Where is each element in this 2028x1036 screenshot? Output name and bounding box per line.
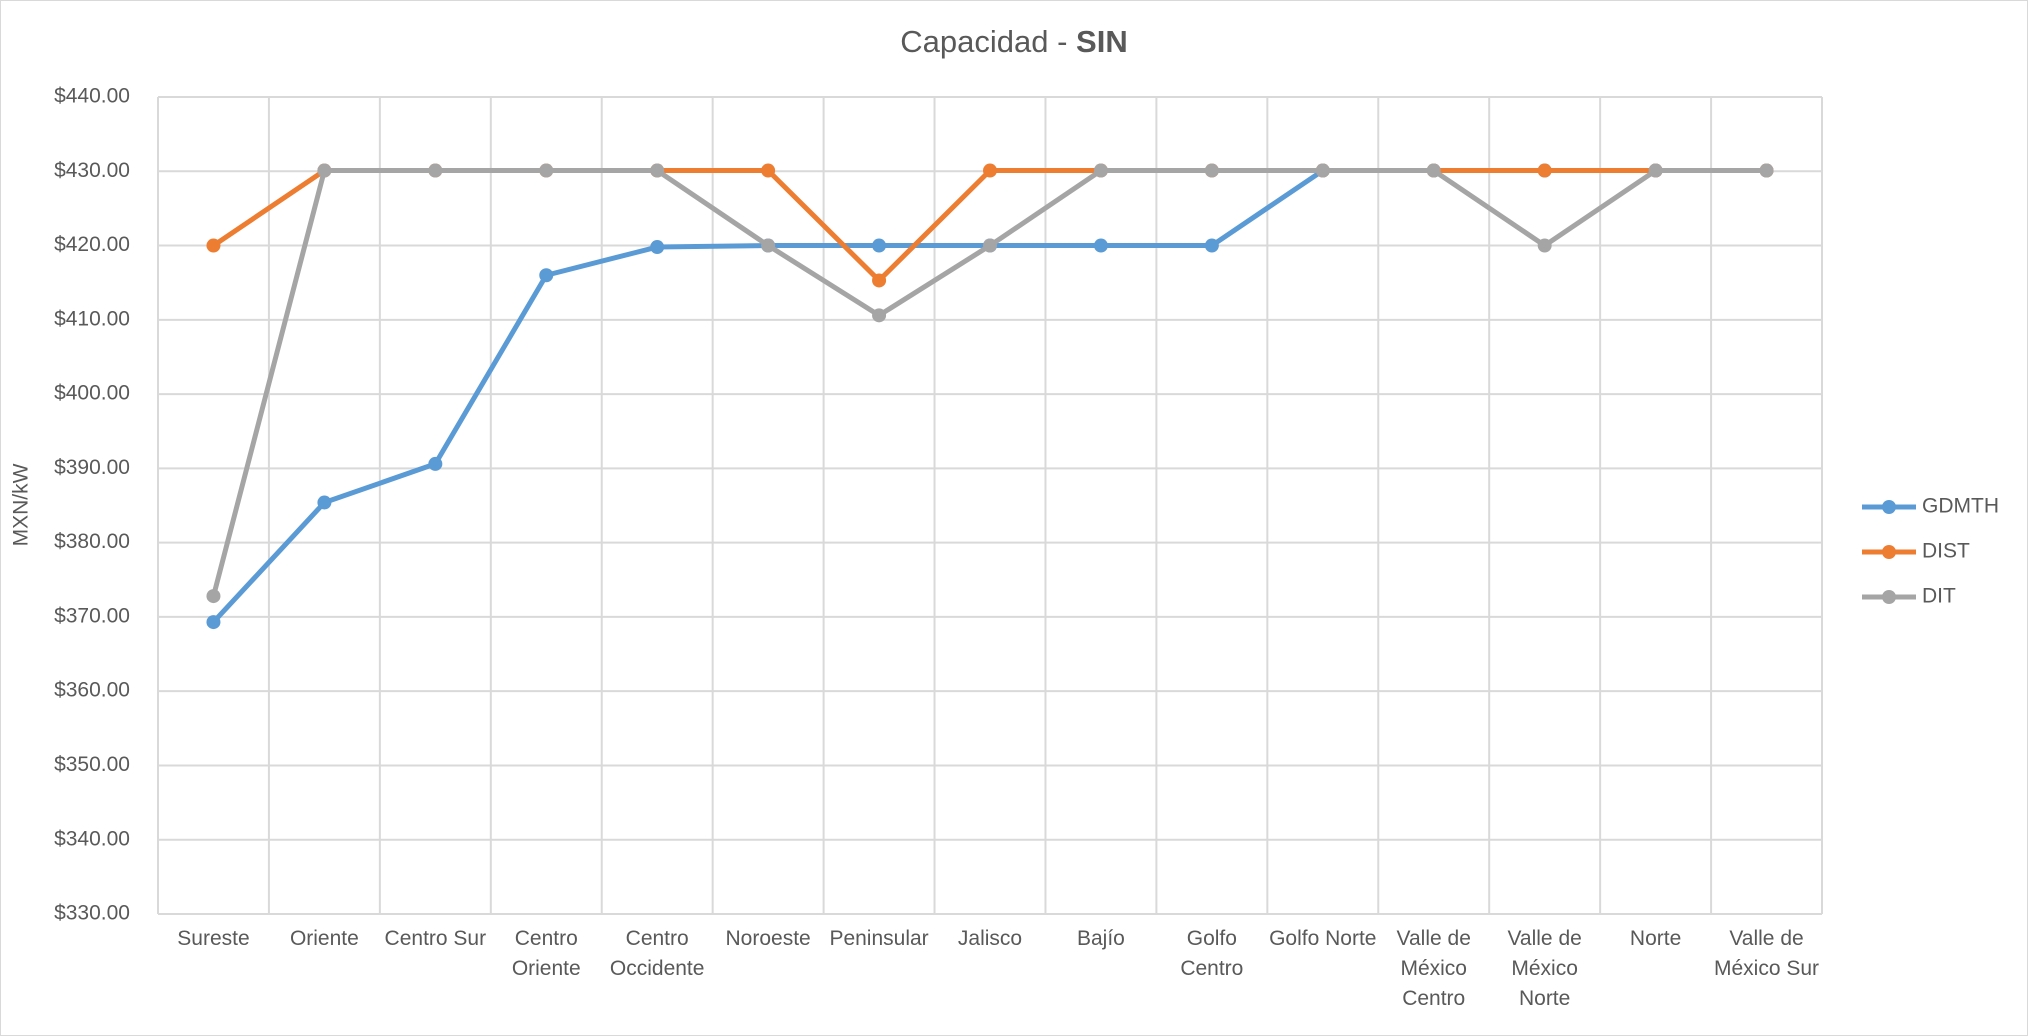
y-tick-label: $350.00 (54, 753, 130, 776)
y-tick-label: $420.00 (54, 233, 130, 256)
data-point (872, 308, 887, 323)
data-point (983, 163, 997, 178)
x-tick-label: Peninsular (829, 927, 929, 950)
chart-title: Capacidad - SIN (900, 24, 1127, 59)
y-tick-label: $430.00 (54, 159, 130, 182)
data-point (206, 238, 221, 253)
y-tick-label: $410.00 (54, 307, 130, 330)
x-tick-label: Golfo Norte (1269, 927, 1377, 950)
y-tick-label: $390.00 (54, 456, 130, 479)
data-point (1648, 163, 1663, 178)
title-emphasis: SIN (1076, 24, 1128, 59)
y-tick-label: $360.00 (54, 679, 130, 702)
y-tick-label: $340.00 (54, 827, 130, 850)
data-point (761, 163, 776, 178)
data-point (1426, 163, 1441, 178)
data-point (317, 163, 332, 178)
legend-marker (1882, 590, 1896, 604)
data-point (206, 615, 221, 630)
y-tick-label: $400.00 (54, 382, 130, 405)
legend-label: GDMTH (1922, 495, 1999, 518)
y-tick-label: $380.00 (54, 530, 130, 553)
x-tick-label: Jalisco (957, 927, 1023, 950)
data-point (206, 589, 221, 604)
x-tick-label: Golfo Centro (1180, 927, 1244, 980)
y-tick-label: $330.00 (54, 902, 130, 925)
data-point (1093, 238, 1108, 253)
data-point (1093, 163, 1108, 178)
x-tick-label: Valle de México Centro (1396, 927, 1471, 1010)
legend-label: DIT (1922, 585, 1956, 608)
x-tick-label: Norte (1629, 927, 1682, 950)
data-point (317, 495, 332, 510)
x-tick-label: Centro Sur (384, 927, 487, 950)
x-tick-label: Oriente (289, 927, 359, 950)
data-point (650, 240, 665, 255)
data-point (761, 238, 776, 253)
data-point (983, 238, 997, 253)
data-point (872, 273, 887, 288)
x-tick-label: Sureste (177, 927, 250, 950)
y-tick-label: $370.00 (54, 604, 130, 627)
y-tick-label: $440.00 (54, 85, 130, 108)
data-point (650, 163, 665, 178)
x-tick-label: Centro Oriente (511, 927, 581, 980)
data-point (539, 163, 554, 178)
data-point (1315, 163, 1330, 178)
legend-marker (1882, 545, 1896, 559)
data-point (1204, 238, 1219, 253)
legend-label: DIST (1922, 540, 1970, 563)
data-point (428, 163, 443, 178)
x-tick-label: Bajío (1076, 927, 1125, 950)
x-tick-label: Noroeste (725, 927, 811, 950)
y-axis-label: MXN/kW (10, 463, 33, 546)
data-point (1204, 163, 1219, 178)
data-point (1759, 163, 1774, 178)
data-point (428, 456, 443, 471)
x-tick-label: Centro Occidente (609, 927, 705, 980)
x-tick-label: Valle de México Norte (1507, 927, 1582, 1010)
data-point (872, 238, 887, 253)
data-point (539, 268, 554, 283)
x-tick-label: Valle de México Sur (1714, 927, 1820, 980)
data-point (1537, 163, 1552, 178)
data-point (1537, 238, 1552, 253)
title-text: Capacidad - (900, 24, 1067, 59)
legend-marker (1882, 500, 1896, 514)
